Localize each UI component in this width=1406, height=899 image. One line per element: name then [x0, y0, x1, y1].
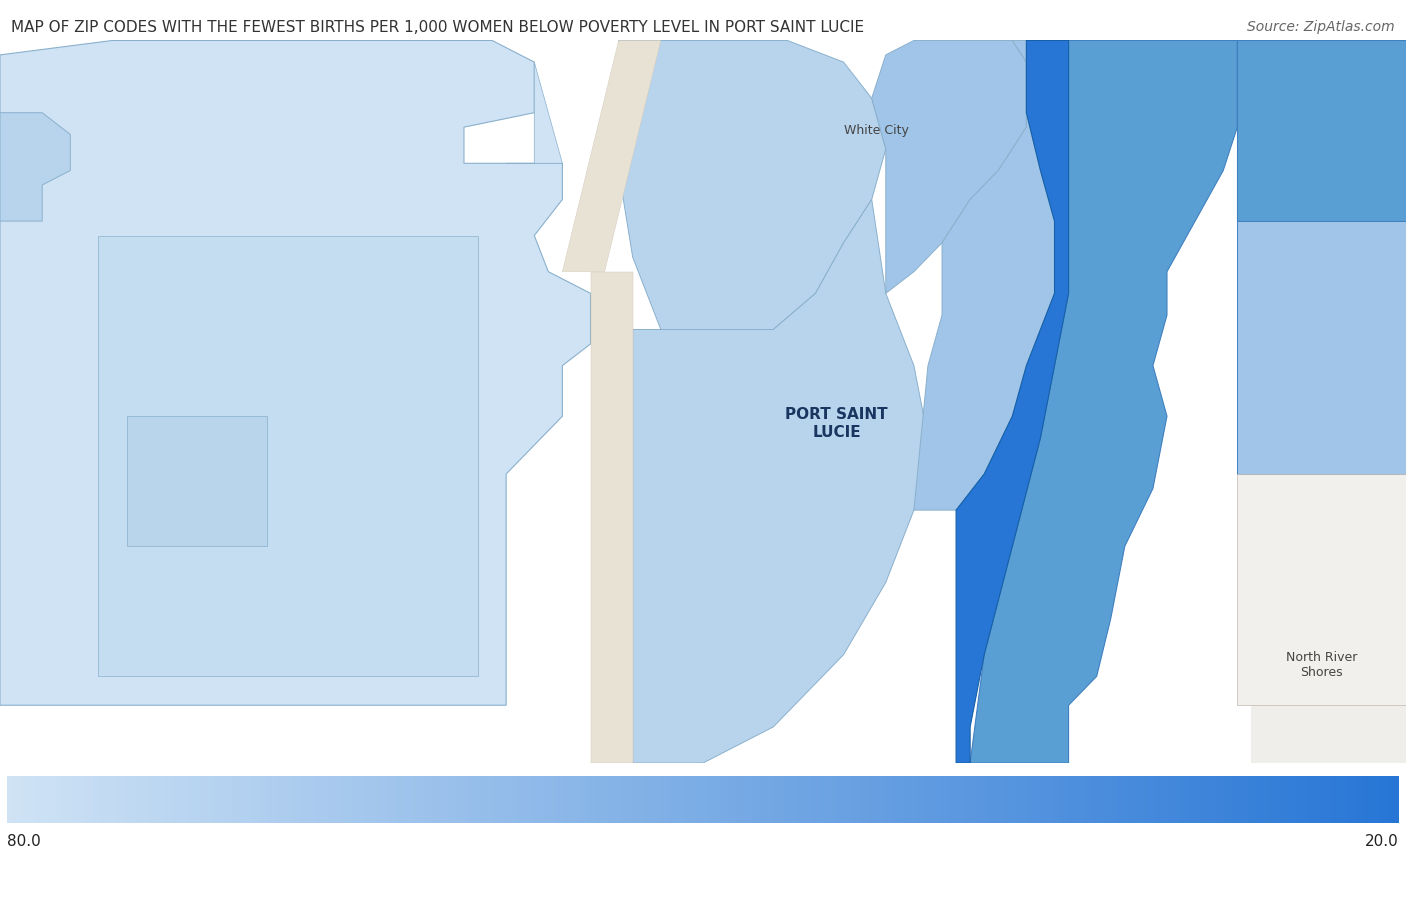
Polygon shape	[506, 62, 562, 164]
Polygon shape	[970, 40, 1237, 763]
Polygon shape	[872, 40, 1026, 293]
Polygon shape	[562, 40, 661, 271]
Polygon shape	[1237, 40, 1406, 221]
Polygon shape	[914, 40, 1054, 510]
Polygon shape	[1237, 221, 1406, 474]
Polygon shape	[1237, 474, 1406, 705]
Polygon shape	[0, 112, 70, 221]
Polygon shape	[956, 40, 1069, 763]
Text: PORT SAINT
LUCIE: PORT SAINT LUCIE	[786, 407, 887, 440]
Polygon shape	[1251, 40, 1406, 763]
Text: MAP OF ZIP CODES WITH THE FEWEST BIRTHS PER 1,000 WOMEN BELOW POVERTY LEVEL IN P: MAP OF ZIP CODES WITH THE FEWEST BIRTHS …	[11, 20, 865, 35]
Polygon shape	[591, 271, 633, 763]
Polygon shape	[619, 40, 886, 330]
Polygon shape	[98, 236, 478, 676]
Text: 80.0: 80.0	[7, 834, 41, 850]
Polygon shape	[633, 200, 928, 763]
Text: 20.0: 20.0	[1365, 834, 1399, 850]
Polygon shape	[0, 40, 591, 705]
Text: White City: White City	[844, 124, 908, 138]
Text: North River
Shores: North River Shores	[1286, 652, 1357, 680]
Polygon shape	[127, 416, 267, 547]
Text: Source: ZipAtlas.com: Source: ZipAtlas.com	[1247, 20, 1395, 34]
